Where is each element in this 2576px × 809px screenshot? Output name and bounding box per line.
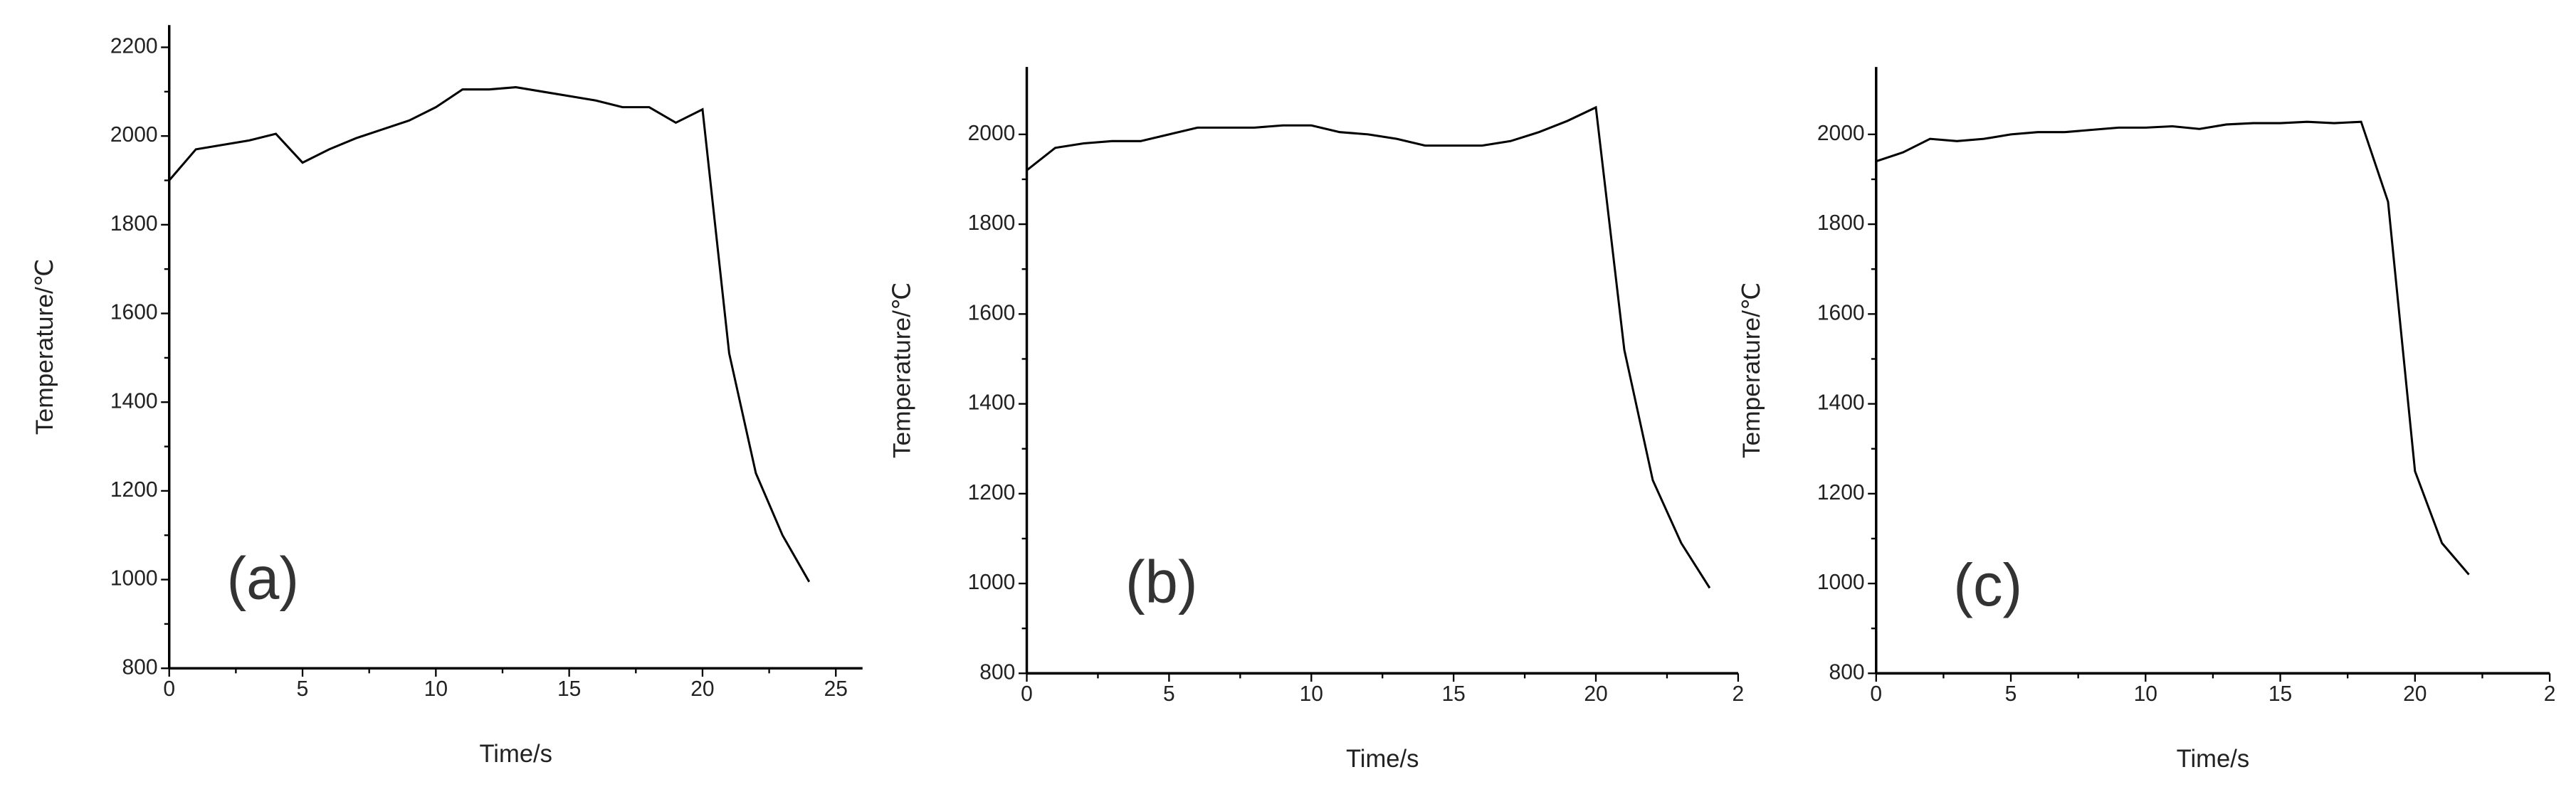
- x-tick-label: 10: [424, 677, 448, 701]
- y-tick-label: 1200: [968, 481, 1016, 504]
- y-axis-label: Temperature/℃: [31, 258, 58, 435]
- y-tick-label: 2000: [968, 122, 1016, 145]
- panel-label: (c): [1953, 551, 2022, 618]
- y-tick-label: 1400: [968, 391, 1016, 414]
- data-line: [168, 86, 811, 583]
- x-tick-label: 2: [1733, 682, 1745, 706]
- y-tick-label: 1000: [968, 571, 1016, 594]
- y-tick-label: 800: [122, 655, 158, 679]
- x-axis-label: Time/s: [2177, 745, 2250, 773]
- x-tick-label: 0: [163, 677, 175, 701]
- x-tick-label: 20: [2403, 682, 2427, 706]
- x-tick-label: 5: [2005, 682, 2017, 706]
- x-tick-label: 2: [2544, 682, 2556, 706]
- y-tick-label: 1000: [110, 566, 158, 590]
- y-tick-label: 800: [979, 660, 1015, 684]
- y-tick-label: 1400: [110, 389, 158, 413]
- y-tick-label: 1000: [1817, 571, 1865, 594]
- y-axis-label: Temperature/℃: [888, 282, 916, 458]
- x-tick-label: 10: [1300, 682, 1323, 706]
- y-tick-label: 2200: [110, 34, 158, 58]
- panel-label: (b): [1125, 548, 1198, 615]
- x-tick-label: 5: [297, 677, 309, 701]
- y-tick-label: 2000: [110, 123, 158, 147]
- x-tick-label: 0: [1021, 682, 1033, 706]
- x-axis-label: Time/s: [479, 740, 552, 768]
- x-tick-label: 25: [824, 677, 848, 701]
- y-tick-label: 2000: [1817, 122, 1865, 145]
- x-tick-label: 15: [2269, 682, 2292, 706]
- y-tick-label: 1600: [110, 300, 158, 324]
- y-axis-label: Temperature/℃: [1738, 282, 1765, 458]
- x-tick-label: 15: [557, 677, 581, 701]
- data-line: [1026, 105, 1711, 589]
- y-tick-label: 1600: [968, 301, 1016, 324]
- y-tick-label: 1200: [110, 478, 158, 502]
- panel-label: (a): [227, 544, 300, 612]
- x-tick-label: 20: [690, 677, 714, 701]
- x-tick-label: 10: [2134, 682, 2157, 706]
- y-tick-label: 1400: [1817, 391, 1865, 414]
- y-tick-label: 1800: [110, 212, 158, 236]
- y-tick-label: 1600: [1817, 301, 1865, 324]
- y-tick-label: 1800: [1817, 211, 1865, 235]
- x-tick-label: 15: [1441, 682, 1465, 706]
- y-tick-label: 800: [1829, 660, 1865, 684]
- x-tick-label: 5: [1163, 682, 1175, 706]
- y-tick-label: 1200: [1817, 481, 1865, 504]
- y-tick-label: 1800: [968, 211, 1016, 235]
- x-tick-label: 0: [1870, 682, 1882, 706]
- data-line: [1876, 120, 2470, 576]
- x-tick-label: 20: [1584, 682, 1607, 706]
- x-axis-label: Time/s: [1346, 745, 1419, 773]
